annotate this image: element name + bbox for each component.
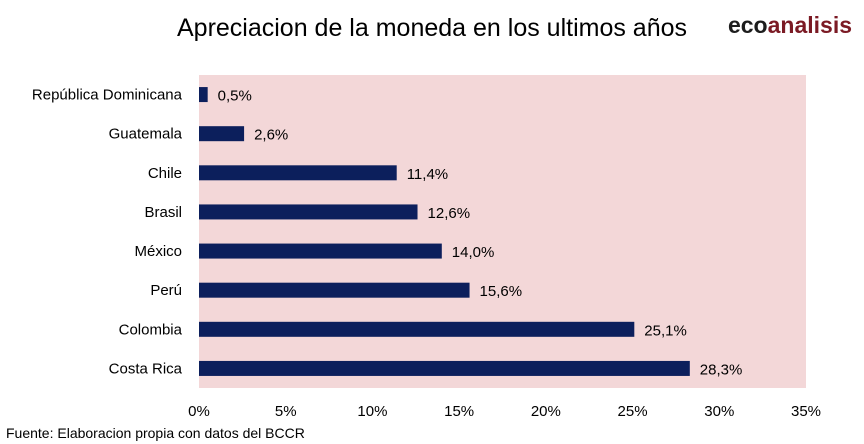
category-label: Brasil bbox=[144, 204, 182, 221]
data-label: 0,5% bbox=[218, 88, 252, 105]
x-tick-label: 5% bbox=[275, 403, 297, 420]
bar bbox=[199, 204, 418, 220]
data-label: 11,4% bbox=[407, 166, 448, 183]
data-label: 15,6% bbox=[480, 283, 523, 300]
category-label: México bbox=[134, 243, 182, 260]
brand-part1: eco bbox=[727, 12, 768, 38]
bar bbox=[199, 87, 208, 103]
category-label: República Dominicana bbox=[32, 87, 183, 104]
data-label: 12,6% bbox=[428, 205, 471, 222]
brand-logo: ecoanalisis bbox=[728, 12, 852, 39]
bar bbox=[199, 360, 690, 376]
category-label: Chile bbox=[148, 165, 182, 182]
x-tick-label: 30% bbox=[704, 403, 734, 420]
category-label: Colombia bbox=[119, 321, 183, 338]
category-label: Guatemala bbox=[109, 126, 183, 143]
plot-area bbox=[199, 75, 806, 388]
x-tick-label: 25% bbox=[618, 403, 648, 420]
x-tick-label: 20% bbox=[531, 403, 561, 420]
x-tick-label: 10% bbox=[357, 403, 387, 420]
source-note: Fuente: Elaboracion propia con datos del… bbox=[6, 425, 305, 441]
bar bbox=[199, 243, 442, 259]
x-tick-label: 15% bbox=[444, 403, 474, 420]
brand-part2: analisis bbox=[767, 12, 852, 38]
category-label: Costa Rica bbox=[109, 360, 183, 377]
data-label: 2,6% bbox=[254, 127, 288, 144]
bar bbox=[199, 282, 470, 298]
bar bbox=[199, 165, 397, 181]
x-tick-label: 0% bbox=[188, 403, 210, 420]
bar bbox=[199, 321, 635, 337]
data-label: 14,0% bbox=[452, 244, 495, 261]
chart-title: Apreciacion de la moneda en los ultimos … bbox=[176, 14, 688, 42]
category-label: Perú bbox=[150, 282, 182, 299]
bar bbox=[199, 126, 245, 142]
data-label: 28,3% bbox=[700, 361, 743, 378]
data-label: 25,1% bbox=[644, 322, 687, 339]
x-tick-label: 35% bbox=[791, 403, 821, 420]
